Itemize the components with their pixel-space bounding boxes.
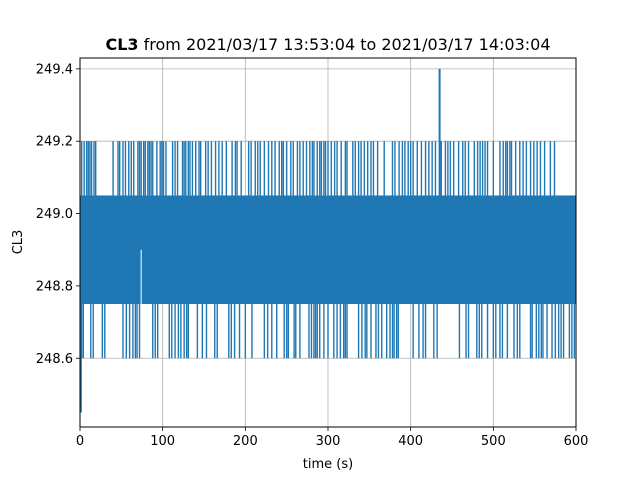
x-axis: 0 100 200 300 400 500 600: [76, 427, 589, 449]
y-tick-label: 249.4: [36, 62, 73, 77]
x-tick-label: 0: [76, 434, 84, 449]
x-tick-label: 500: [481, 434, 506, 449]
chart-title-rest: from 2021/03/17 13:53:04 to 2021/03/17 1…: [139, 35, 551, 54]
chart-title-bold: CL3: [105, 35, 138, 54]
y-tick-label: 248.8: [36, 279, 73, 294]
y-tick-label: 249.0: [36, 207, 73, 222]
series-band: [80, 195, 576, 304]
chart-title: CL3 from 2021/03/17 13:53:04 to 2021/03/…: [105, 35, 550, 54]
x-tick-label: 400: [398, 434, 423, 449]
plot-area: [79, 68, 576, 413]
x-tick-label: 200: [233, 434, 258, 449]
x-tick-label: 300: [316, 434, 341, 449]
y-tick-label: 249.2: [36, 135, 73, 150]
y-axis: 248.6 248.8 249.0 249.2 249.4: [36, 62, 80, 367]
x-tick-label: 100: [150, 434, 175, 449]
x-tick-label: 600: [564, 434, 589, 449]
x-axis-label: time (s): [303, 457, 353, 472]
y-axis-label: CL3: [11, 230, 26, 255]
y-tick-label: 248.6: [36, 352, 73, 367]
